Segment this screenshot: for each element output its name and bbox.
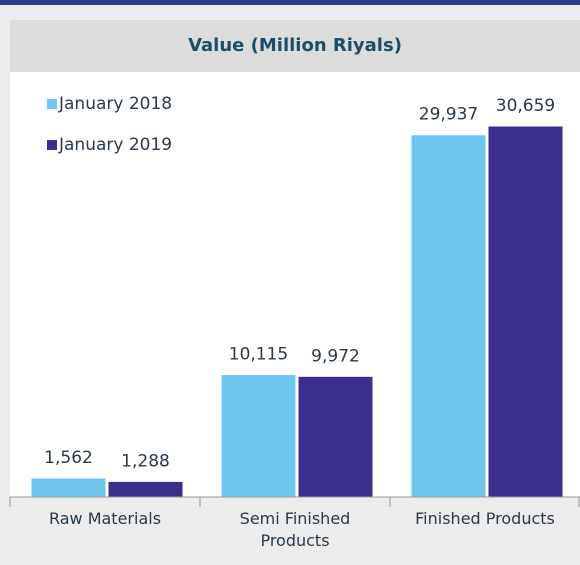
bar [220,374,297,498]
legend-label: January 2018 [58,94,172,114]
legend-swatch [47,140,57,150]
legend-label: January 2019 [58,135,172,155]
bar [297,375,374,498]
x-tick-label: Finished Products [415,509,555,528]
x-tick-label: Raw Materials [48,509,162,528]
value-label: 10,115 [229,345,288,365]
chart-title: Value (Million Riyals) [188,35,402,56]
bar [107,480,184,498]
value-label: 29,937 [419,105,478,125]
top-bar [0,0,580,5]
title-box: Value (Million Riyals) [10,20,580,72]
legend-swatch [47,99,57,109]
value-label: 9,972 [311,346,360,366]
value-label: 1,288 [121,451,170,471]
bar [410,134,487,498]
value-label: 30,659 [496,96,555,116]
x-tick-label: Semi Finished Products [239,509,351,550]
bar [30,477,107,498]
value-label: 1,562 [44,448,93,468]
bar [487,125,564,498]
